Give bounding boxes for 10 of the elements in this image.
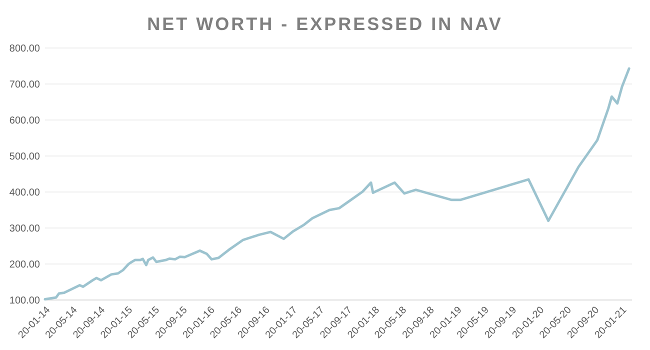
y-tick-label: 100.00 — [9, 296, 40, 306]
chart-title: NET WORTH - EXPRESSED IN NAV — [147, 14, 503, 34]
y-tick-label: 700.00 — [9, 80, 40, 90]
y-tick-label: 200.00 — [9, 260, 40, 270]
line-series — [44, 67, 630, 301]
y-tick-label: 800.00 — [9, 44, 40, 54]
y-tick-label: 400.00 — [9, 188, 40, 198]
y-tick-label: 300.00 — [9, 224, 40, 234]
y-tick-label: 500.00 — [9, 152, 40, 162]
y-tick-label: 600.00 — [9, 116, 40, 126]
